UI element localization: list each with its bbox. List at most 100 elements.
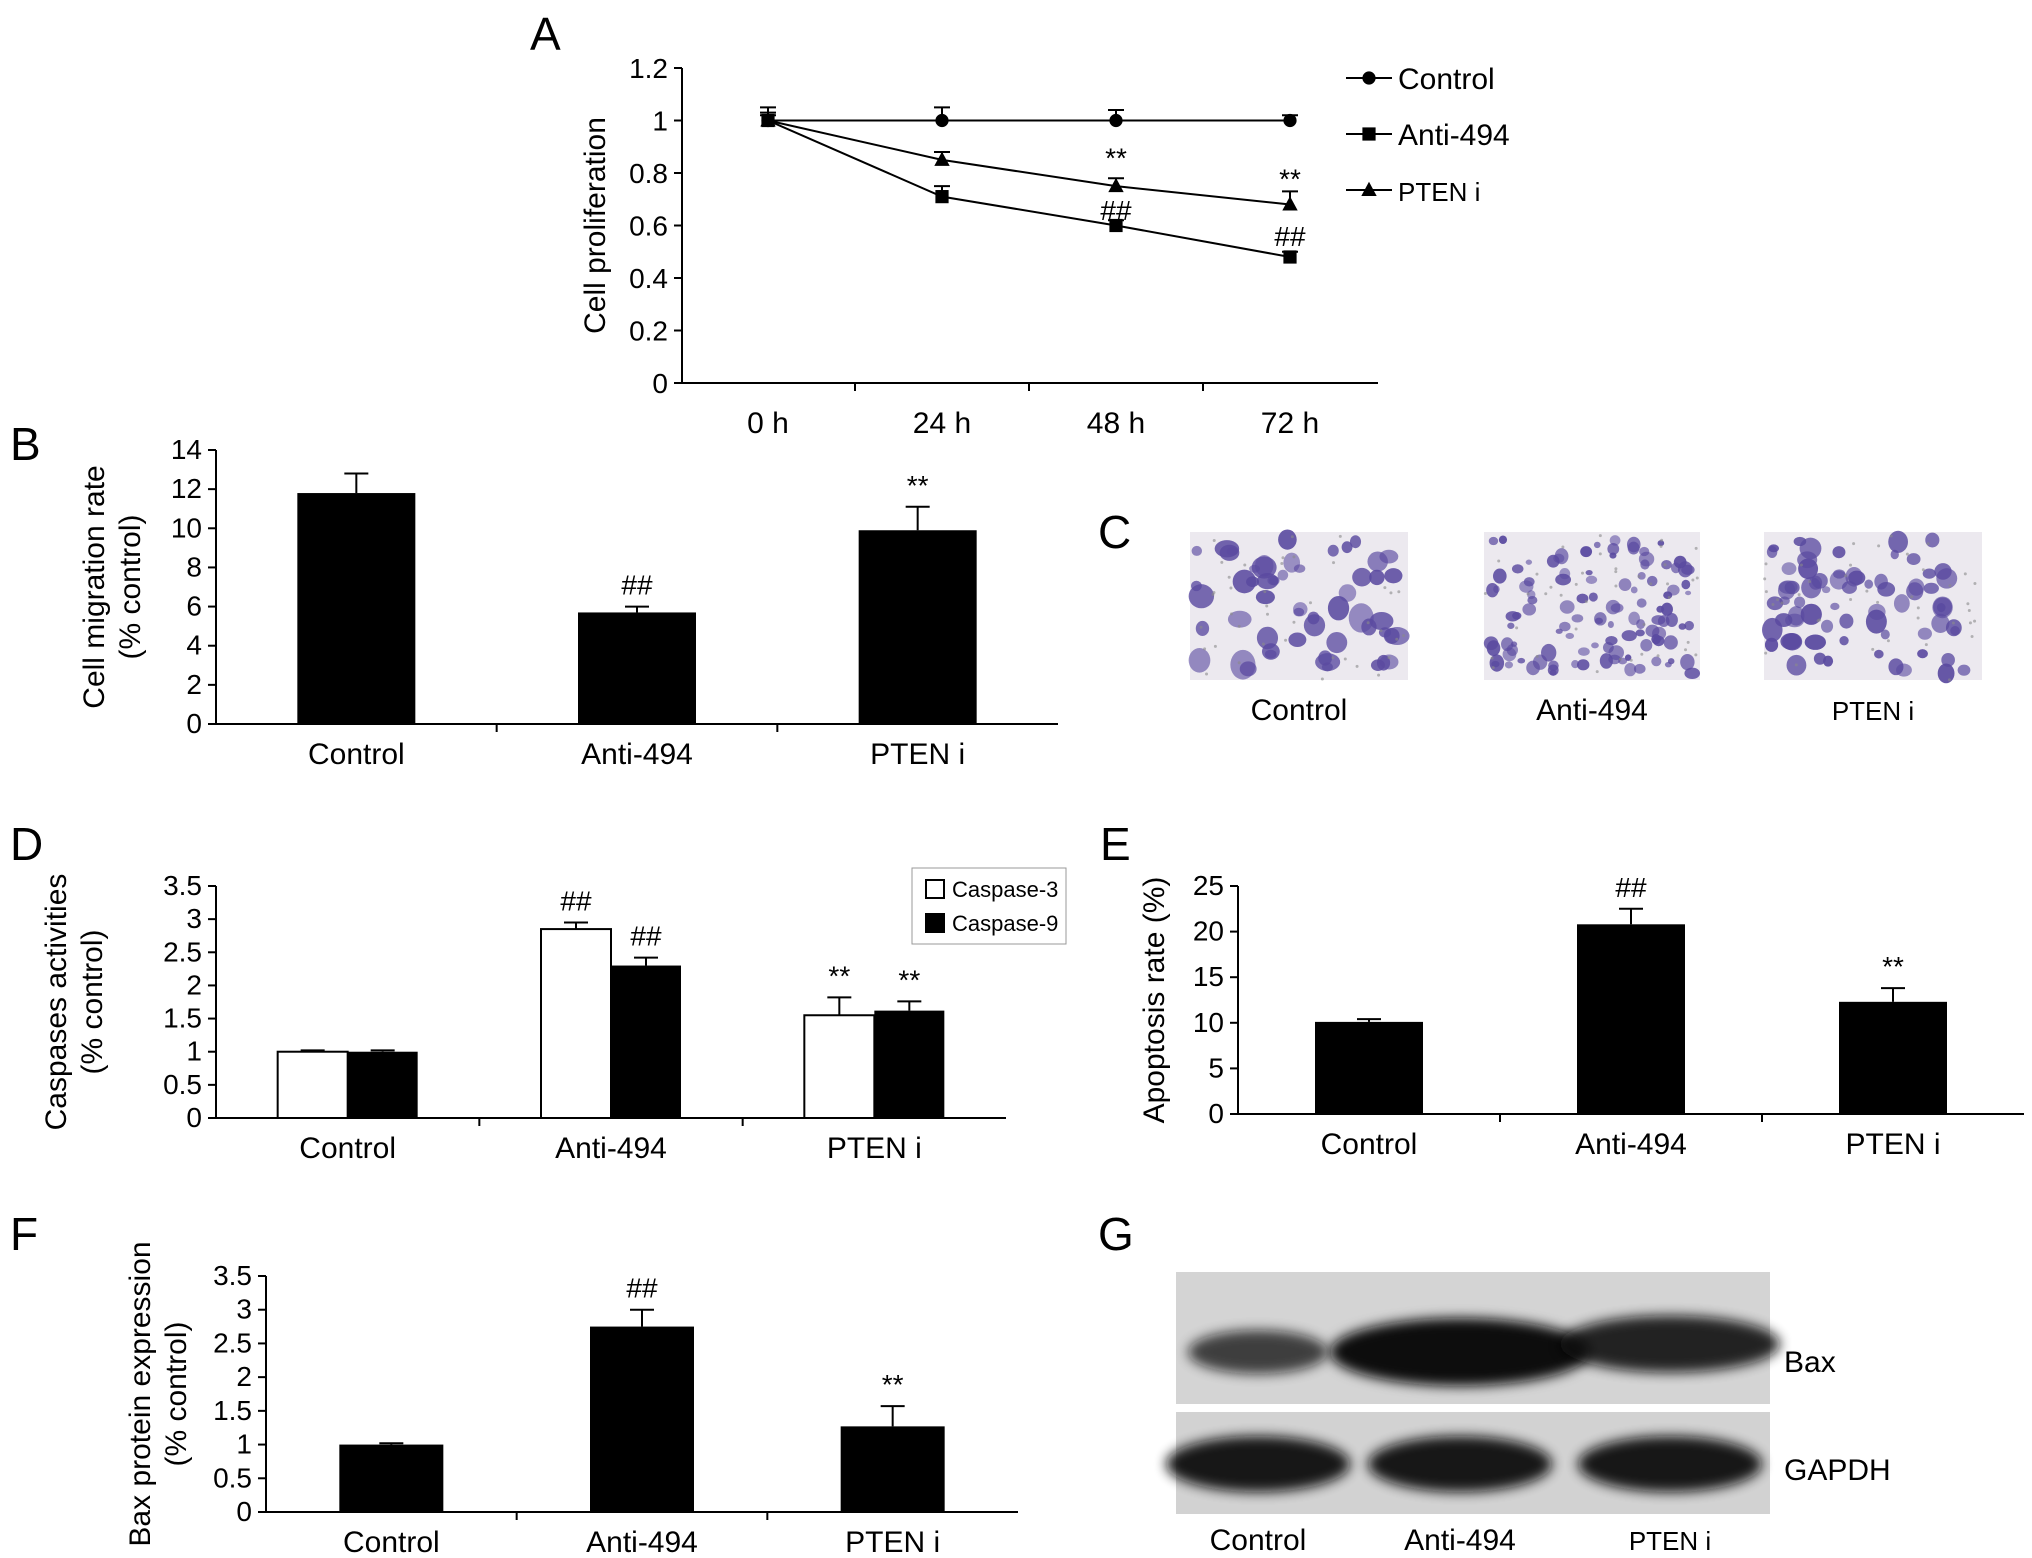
pore-dot [1905, 552, 1909, 556]
stained-cell [1594, 617, 1604, 624]
stained-cell [1232, 569, 1257, 594]
stained-cell [1504, 661, 1514, 669]
stained-cell [1661, 560, 1672, 570]
significance-marker: ## [626, 1273, 658, 1304]
stained-cell [1667, 658, 1675, 665]
stained-cell [1950, 625, 1960, 636]
stained-cell [1576, 659, 1590, 671]
bar [611, 965, 681, 1118]
stained-cell [1684, 620, 1694, 631]
pore-dot [1397, 590, 1401, 594]
bar [1577, 924, 1685, 1114]
stained-cell [1267, 575, 1279, 586]
stained-cell [1639, 546, 1650, 557]
stained-cell [1766, 596, 1784, 611]
pore-dot [1526, 592, 1530, 596]
pore-dot [1916, 606, 1920, 610]
x-category-label: 72 h [1261, 407, 1319, 440]
panel-letter-e: E [1100, 818, 1131, 870]
series-line [767, 119, 1291, 206]
stained-cell [1559, 621, 1571, 632]
stained-cell [1255, 590, 1275, 605]
significance-marker: ** [828, 960, 850, 991]
marker-square [1109, 218, 1123, 233]
y-tick-label: 1 [236, 1429, 252, 1460]
marker-circle [935, 113, 949, 128]
legend-label: PTEN i [1398, 177, 1480, 207]
pore-dot [1877, 544, 1881, 548]
y-tick-label: 0 [652, 368, 668, 399]
bar [858, 530, 977, 724]
stained-cell [1917, 627, 1932, 640]
stained-cell [1633, 663, 1646, 674]
y-tick-label: 10 [171, 512, 202, 543]
significance-marker: ** [1105, 142, 1127, 173]
y-tick-label: 2.5 [213, 1327, 252, 1358]
pore-dot [1889, 534, 1893, 538]
y-tick-label: 4 [186, 630, 202, 661]
stained-cell [1839, 636, 1849, 646]
stained-cell [1925, 532, 1940, 548]
pore-dot [1549, 585, 1553, 589]
stained-cell [1315, 653, 1341, 672]
pore-dot [1261, 642, 1265, 646]
stained-cell [1646, 575, 1658, 587]
y-tick-label: 0.5 [213, 1462, 252, 1493]
stained-cell [1565, 632, 1575, 640]
x-category-label: 24 h [913, 407, 971, 440]
band-gapdh [1166, 1436, 1350, 1492]
y-tick-label: 3.5 [213, 1260, 252, 1291]
stained-cell [1762, 617, 1783, 642]
stained-cell [1624, 654, 1632, 661]
pore-dot [1220, 560, 1224, 564]
stained-cell [1554, 548, 1569, 565]
stained-cell [1384, 627, 1410, 645]
panel-letter-f: F [10, 1208, 38, 1260]
significance-marker: ## [1100, 195, 1132, 226]
pore-dot [1970, 635, 1974, 639]
bar [590, 1326, 694, 1512]
y-tick-label: 0 [186, 1102, 202, 1133]
stained-cell [1588, 592, 1598, 602]
pore-dot [1695, 576, 1699, 580]
stained-cell [1548, 660, 1559, 671]
stained-cell [1526, 660, 1540, 676]
panel-letter-a: A [530, 8, 561, 60]
x-category-label: PTEN i [845, 1526, 940, 1558]
y-tick-label: 3 [186, 903, 202, 934]
stained-cell [1678, 623, 1687, 630]
pore-dot [1331, 656, 1335, 660]
stained-cell [1665, 612, 1678, 628]
stained-cell [1800, 603, 1822, 625]
pore-dot [1849, 563, 1853, 567]
pore-dot [1924, 643, 1928, 647]
x-category-label: Control [1321, 1128, 1418, 1161]
stained-cell [1685, 590, 1692, 596]
bar [578, 612, 696, 724]
y-tick-label: 1 [186, 1036, 202, 1067]
marker-circle [1362, 71, 1376, 85]
marker-triangle [1282, 196, 1298, 211]
pore-dot [1535, 572, 1539, 576]
stained-cell [1341, 541, 1353, 554]
stained-cell [1491, 660, 1500, 668]
stained-cell [1602, 641, 1614, 654]
pore-dot [1618, 657, 1622, 661]
pore-dot [1865, 589, 1869, 593]
stained-cell [1607, 620, 1614, 628]
pore-dot [1284, 638, 1288, 642]
y-tick-label: 0 [1208, 1098, 1224, 1129]
stained-cell [1820, 619, 1834, 633]
y-tick-label: 3.5 [163, 870, 202, 901]
marker-circle [1283, 113, 1297, 128]
stained-cell [1624, 662, 1637, 677]
stained-cell [1621, 630, 1637, 642]
y-axis-label: Bax protein expression [124, 1241, 157, 1546]
pore-dot [1666, 582, 1670, 586]
pore-dot [1844, 574, 1848, 578]
pore-dot [1343, 657, 1347, 661]
pore-dot [1490, 656, 1494, 660]
series-line [767, 119, 1291, 258]
stained-cell [1541, 643, 1557, 662]
